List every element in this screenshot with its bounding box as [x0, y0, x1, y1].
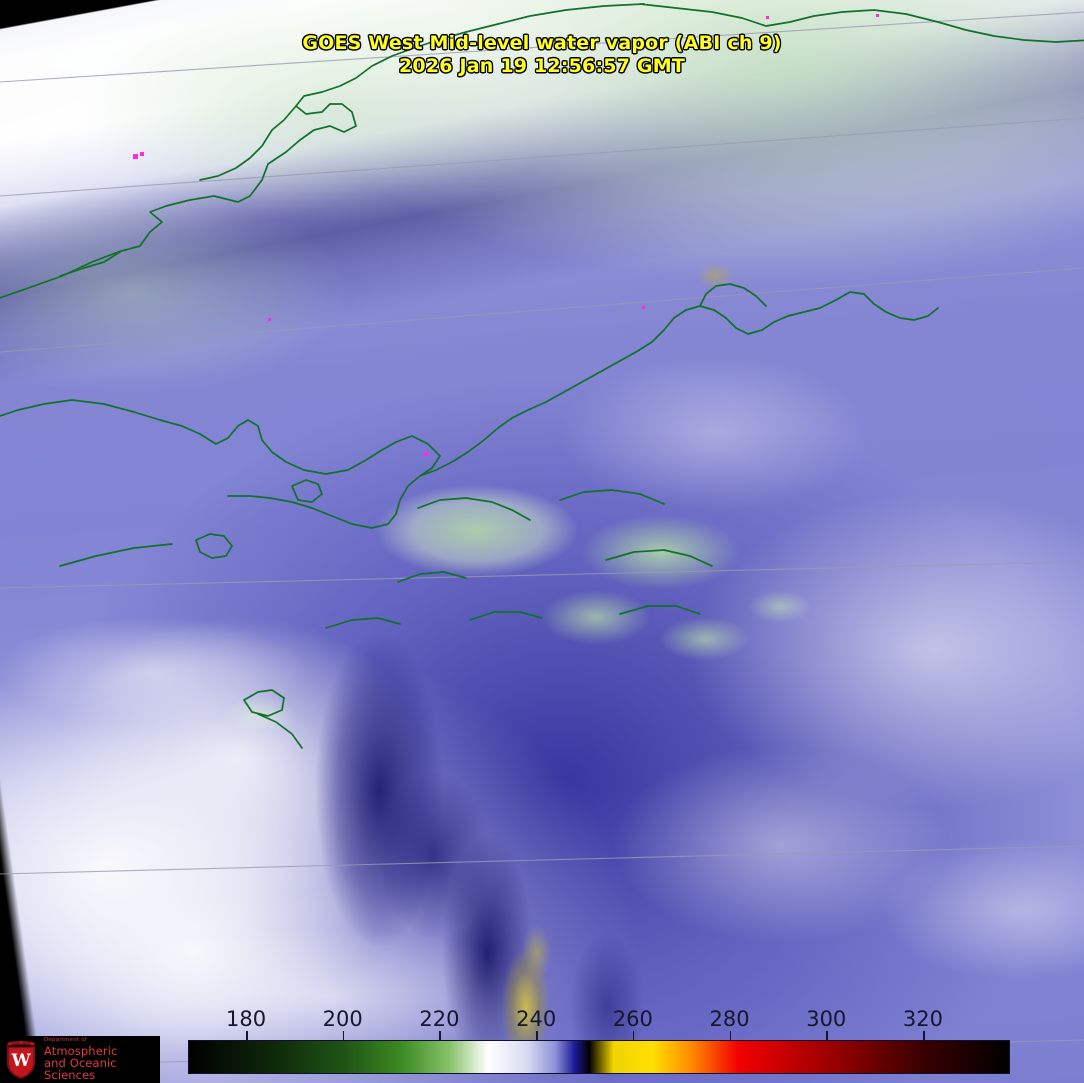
latitude-longitude-gridlines — [0, 11, 1084, 1067]
colorbar-tick — [536, 1031, 538, 1040]
colorbar-tick-marks — [188, 1031, 1010, 1041]
colorbar — [188, 1040, 1010, 1074]
colorbar-tick-label: 200 — [322, 1007, 363, 1031]
colorbar-tick — [342, 1031, 345, 1040]
colorbar-tick-label: 220 — [419, 1007, 460, 1031]
colorbar-tick — [632, 1031, 635, 1040]
colorbar-tick — [729, 1031, 732, 1040]
logo-line-oceanic: and Oceanic Sciences — [44, 1056, 117, 1082]
uw-crest-icon: W — [7, 1040, 35, 1079]
colorbar-tick — [826, 1031, 828, 1040]
uw-aos-logo: W Department of Atmospheric and Oceanic … — [0, 1036, 160, 1083]
colorbar-tick-label: 260 — [612, 1007, 653, 1031]
city-markers — [133, 14, 879, 456]
logo-line-atmospheric: Atmospheric — [44, 1043, 118, 1058]
colorbar-tick — [922, 1031, 925, 1040]
coastline-overlay — [0, 3, 1084, 749]
colorbar-tick-labels: 180 200 220 240 260 280 300 320 — [0, 1007, 1084, 1033]
colorbar-gradient — [188, 1040, 1010, 1074]
svg-text:W: W — [10, 1051, 31, 1071]
colorbar-tick-label: 320 — [902, 1007, 943, 1031]
logo-department-prefix: Department of — [44, 1037, 87, 1043]
logo-text-block: Department of Atmospheric and Oceanic Sc… — [44, 1037, 160, 1082]
colorbar-tick — [246, 1031, 248, 1040]
colorbar-tick — [439, 1031, 442, 1040]
colorbar-tick-label: 240 — [516, 1007, 557, 1031]
colorbar-tick-label: 280 — [709, 1007, 750, 1031]
colorbar-tick-label: 180 — [225, 1007, 267, 1031]
colorbar-tick-label: 300 — [806, 1007, 847, 1031]
